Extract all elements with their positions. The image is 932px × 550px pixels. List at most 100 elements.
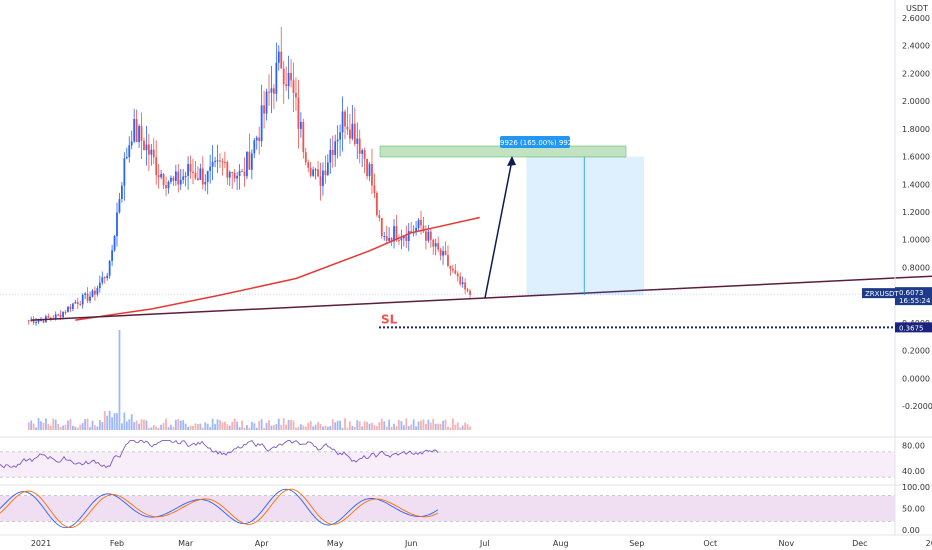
candle-body	[451, 268, 454, 271]
volume-bar	[277, 418, 280, 430]
candle-body	[30, 319, 33, 321]
candle-body	[179, 179, 182, 185]
volume-bar	[434, 423, 437, 430]
volume-bar	[307, 423, 310, 430]
volume-bar	[451, 418, 454, 430]
volume-bar	[390, 426, 393, 430]
volume-bar	[184, 423, 187, 430]
volume-bar	[366, 421, 368, 430]
candle-body	[373, 185, 376, 193]
volume-bar	[45, 418, 47, 430]
candle-body	[410, 231, 413, 233]
candle-body	[439, 249, 442, 256]
volume-bar	[385, 426, 388, 430]
volume-bar	[429, 422, 432, 430]
candle-body	[422, 225, 425, 232]
candle-body	[118, 199, 121, 213]
candle-body	[37, 320, 40, 322]
time-tick-label: Jun	[404, 539, 418, 548]
volume-bar	[248, 427, 251, 430]
volume-bar	[275, 424, 278, 430]
volume-bar	[211, 418, 214, 430]
volume-bar	[194, 423, 197, 430]
volume-bar	[108, 410, 111, 430]
volume-bar	[466, 424, 469, 430]
volume-bar	[69, 418, 72, 430]
volume-bar	[214, 424, 216, 430]
volume-bar	[258, 421, 261, 430]
candle-body	[265, 91, 268, 114]
volume-bar	[324, 425, 327, 430]
time-tick-label: Aug	[553, 539, 569, 548]
candle-body	[356, 138, 359, 144]
volume-bar	[353, 426, 356, 430]
volume-bar	[442, 420, 444, 430]
candle-body	[111, 250, 113, 261]
candle-body	[116, 212, 118, 237]
candle-body	[133, 119, 136, 142]
candle-body	[398, 240, 400, 242]
symbol-tag: ZRXUSDT	[865, 290, 899, 298]
stop-loss-tag: 0.3675	[899, 324, 924, 332]
candle-body	[103, 277, 106, 279]
candle-body	[454, 270, 457, 274]
candle-body	[442, 250, 444, 256]
candle-body	[331, 149, 334, 156]
volume-bar	[177, 419, 180, 430]
candle-body	[174, 171, 177, 181]
candles	[27, 26, 471, 326]
volume-bar	[439, 423, 442, 430]
candle-body	[209, 166, 212, 171]
last-price-countdown: 16:55:24	[899, 297, 931, 305]
volume-bar	[380, 418, 383, 430]
volume-bar	[361, 426, 364, 430]
volume-bar	[111, 417, 113, 430]
volume-bar	[410, 424, 413, 430]
volume-bar	[150, 427, 153, 430]
candle-body	[236, 176, 239, 179]
volume-bar	[145, 420, 148, 430]
volume-bar	[54, 419, 57, 430]
volume-bar	[174, 419, 177, 430]
volume-bar	[64, 424, 67, 430]
volume-bar	[170, 424, 172, 430]
volume-bar	[407, 426, 410, 430]
candle-body	[246, 151, 248, 177]
volume-bar	[162, 423, 165, 430]
price-tick-label: 0.2000	[902, 347, 930, 356]
candle-body	[258, 137, 261, 142]
target-label-bg	[500, 136, 570, 148]
candle-body	[162, 173, 165, 186]
volume-bar	[79, 424, 82, 430]
candle-body	[280, 51, 283, 69]
candle-body	[81, 294, 84, 305]
candle-body	[172, 177, 175, 181]
volume-bar	[223, 421, 226, 430]
time-tick-label: Mar	[178, 539, 194, 548]
candle-body	[447, 255, 449, 266]
candle-body	[231, 171, 234, 174]
stoch-k-line	[0, 488, 439, 529]
volume-bar	[341, 427, 344, 430]
volume-bar	[118, 330, 121, 430]
volume-bar	[40, 421, 42, 430]
volume-bar	[363, 421, 366, 430]
candle-body	[334, 141, 337, 156]
rsi-line	[0, 439, 439, 469]
candle-body	[165, 185, 167, 189]
volume-bar	[140, 419, 143, 430]
volume-bar	[250, 421, 253, 430]
candle-body	[192, 171, 194, 173]
volume-bar	[255, 427, 258, 430]
candle-body	[363, 150, 366, 159]
volume-bar	[133, 422, 136, 430]
volume-bar	[425, 423, 427, 430]
candle-body	[199, 168, 202, 180]
volume-bar	[81, 423, 84, 430]
support-trendline	[31, 275, 932, 321]
rsi-pane: 80.00 40.00	[0, 436, 932, 478]
volume-bar	[160, 424, 163, 430]
candle-body	[187, 164, 189, 176]
candle-body	[449, 265, 452, 269]
